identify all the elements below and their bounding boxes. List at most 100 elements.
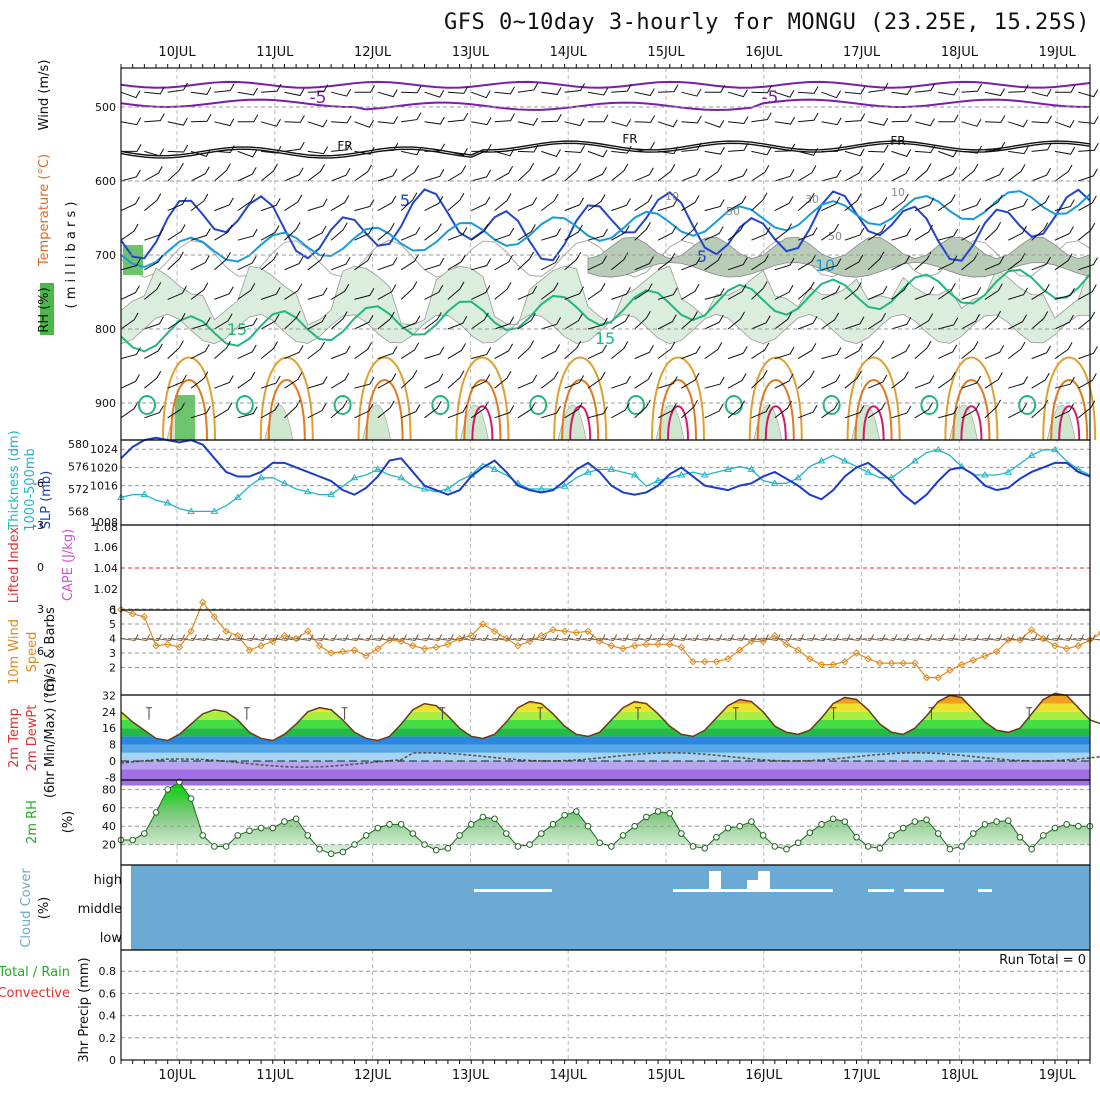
isotherm-25 [854, 379, 893, 441]
wind-barb [587, 371, 606, 389]
precip-axis-label: 3hr Precip (mm) [77, 957, 92, 1062]
wind-barb-10m [891, 634, 909, 642]
rh2m-point [211, 843, 218, 850]
date-label: 11JUL [256, 45, 294, 60]
wind-barb [354, 342, 373, 360]
wind-barb [1031, 142, 1052, 152]
wind-barb [144, 343, 163, 360]
temp-tick: 32 [102, 689, 116, 702]
contour-label: 5 [400, 191, 410, 210]
wind-barb [541, 255, 560, 271]
thickness-point [840, 457, 849, 464]
wind-speed-point [630, 642, 639, 650]
rh2m-point [479, 813, 487, 821]
wind-speed-point [315, 642, 324, 650]
wind-barb [938, 406, 959, 419]
isotherm-15-loop [724, 395, 743, 415]
wind-barb [774, 143, 796, 152]
wind-barb [564, 286, 585, 300]
wind-barb [658, 84, 679, 93]
cape-axis-label: CAPE (J/kg) [61, 529, 76, 601]
rh2m-point [678, 830, 685, 837]
rh2m-point [573, 808, 580, 815]
wind-barb [424, 346, 445, 360]
wind-barb [1008, 287, 1029, 300]
wind-barb [517, 144, 539, 153]
wind-barb [914, 145, 936, 154]
thickness-point [677, 471, 686, 478]
wind-barb [751, 370, 768, 389]
rh2m-point [339, 848, 347, 856]
wind-barb [634, 222, 651, 241]
wind-barb [704, 84, 726, 93]
wind-speed-point [712, 657, 721, 666]
wind-barb [260, 375, 281, 389]
wind-speed-point [163, 640, 172, 649]
isotherm-10 [120, 190, 1091, 269]
wind-barb-10m [494, 634, 513, 642]
wind-barb [587, 194, 606, 212]
wind-barb [634, 115, 656, 123]
date-label: 14JUL [549, 45, 587, 60]
rh2m-point [608, 843, 615, 850]
wind-speed-point [420, 644, 429, 653]
wind-barb [657, 198, 678, 212]
wind-barb [190, 166, 210, 182]
wind-barb-10m [296, 634, 314, 642]
wind-speed-point [549, 626, 557, 634]
wind-barb [190, 405, 211, 419]
rh2m-point [759, 832, 767, 839]
thickness-tick: 580 [68, 438, 89, 451]
rh2m-point [934, 830, 942, 837]
cloud-level-label: middle [78, 902, 122, 917]
wind-speed-point [992, 647, 1001, 656]
wind-barb [330, 345, 351, 360]
temp-tick: 8 [109, 739, 116, 752]
wind-speed-point [911, 659, 919, 667]
wind-barb [891, 255, 911, 271]
wind-barb [1054, 403, 1074, 419]
wind-barb [704, 376, 725, 389]
wind-barb [120, 196, 140, 212]
temp-max-bar [830, 707, 837, 720]
wind-barb-10m [868, 634, 886, 642]
wind-barb-10m [436, 634, 454, 642]
wind-barb [938, 255, 958, 271]
wind-barb-10m [249, 634, 267, 642]
wind-barb [471, 347, 492, 360]
wind-barb [307, 119, 328, 128]
wind-barb [1054, 146, 1076, 155]
wind-barb [540, 371, 559, 389]
wind-barb [681, 195, 700, 212]
wind-barb-10m [412, 634, 431, 642]
wind-speed-point [245, 646, 254, 654]
wind10m-speed-label: Speed [25, 632, 40, 673]
thickness-axis-label: Thickness (dm) [7, 430, 22, 530]
wind-speed-point [701, 657, 709, 666]
wind-barb [1078, 168, 1098, 182]
wind10m-unit-label: (m/s) & Barbs [43, 607, 58, 697]
wind-barb [891, 371, 909, 389]
wind-speed-point [607, 642, 616, 650]
wind-barb-10m [354, 634, 372, 642]
wind-barb [1078, 346, 1098, 360]
cloud-clear-patch [474, 889, 552, 892]
wind-barb [587, 166, 607, 182]
wind-barb [914, 197, 935, 212]
date-label: 12JUL [354, 1068, 392, 1083]
wind-barb-10m [786, 634, 804, 642]
pressure-tick: 700 [95, 249, 116, 262]
wind-barb-10m [155, 634, 174, 642]
wind-barb [587, 228, 608, 241]
wind-barb [1031, 195, 1050, 212]
li-tick: -3 [33, 519, 44, 532]
wind-barb [377, 195, 397, 212]
wind-barb [984, 372, 1003, 389]
wind-barb [1054, 84, 1076, 93]
wind-barb [424, 143, 445, 152]
rh2m-point [818, 821, 825, 828]
contour-label: 30 [805, 193, 819, 206]
rh2m-point [1040, 832, 1047, 839]
wind-barb [587, 344, 607, 360]
wind-barb [657, 252, 676, 271]
